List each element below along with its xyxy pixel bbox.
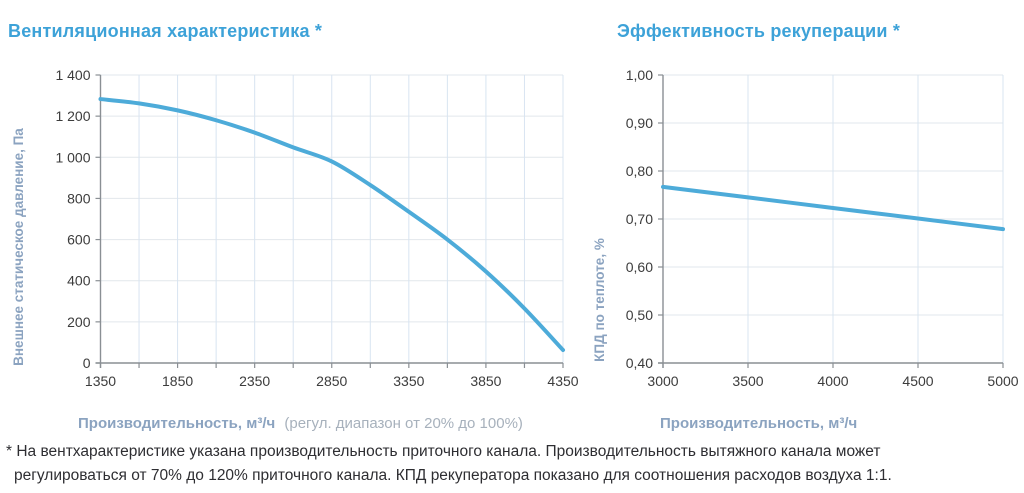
x-tick-label: 3000: [647, 373, 678, 389]
y-tick-label: 1 200: [55, 108, 90, 124]
x-tick-label: 1350: [85, 373, 116, 389]
x-tick-label: 4500: [902, 373, 933, 389]
y-tick-label: 1 400: [55, 67, 90, 83]
recovery-chart: 0,40 0,50 0,60 0,70 0,80 0,90 1,00 3000 3500 4000…: [626, 67, 1019, 389]
y-tick-label: 1,00: [626, 67, 653, 83]
y-tick-label: 400: [67, 273, 91, 289]
x-tick-label: 2850: [316, 373, 347, 389]
data-curve: [98, 97, 565, 353]
y-tick-label: 0,50: [626, 307, 653, 323]
recovery-y-axis-label: КПД по теплоте, %: [592, 238, 607, 362]
y-tick-label: 0,90: [626, 115, 653, 131]
ventilation-x-axis-label: Производительность, м³/ч (регул. диапазо…: [78, 415, 523, 432]
footnote-line-2: регулироваться от 70% до 120% приточного…: [14, 467, 892, 484]
y-tick-label: 1 000: [55, 149, 90, 165]
y-tick-label: 0,70: [626, 211, 653, 227]
x-axis-label-main: Производительность, м³/ч: [78, 415, 276, 432]
x-tick-label: 4000: [817, 373, 848, 389]
x-tick-label: 1850: [162, 373, 193, 389]
y-tick-label: 800: [67, 190, 91, 206]
x-tick-label: 2350: [239, 373, 270, 389]
x-tick-label: 5000: [987, 373, 1018, 389]
ventilation-y-axis-label: Внешнее статическое давление, Па: [11, 128, 26, 366]
y-tick-label: 0,80: [626, 163, 653, 179]
y-tick-label: 600: [67, 232, 91, 248]
ventilation-chart: 0 200 400 600 800 1 000 1 200 1 400 1350 1850 2350…: [55, 67, 578, 389]
footnote-line-1: * На вентхарактеристике указана производ…: [6, 443, 881, 460]
y-tick-label: 0: [83, 355, 91, 371]
data-curve: [661, 184, 1005, 232]
x-axis-label-note: (регул. диапазон от 20% до 100%): [284, 415, 523, 432]
x-tick-label: 3350: [393, 373, 424, 389]
ventilation-chart-title: Вентиляционная характеристика *: [8, 21, 323, 41]
x-axis-label-main: Производительность, м³/ч: [660, 415, 858, 432]
x-tick-label: 3500: [732, 373, 763, 389]
y-tick-label: 0,60: [626, 259, 653, 275]
x-tick-label: 3850: [470, 373, 501, 389]
recovery-x-axis-label: Производительность, м³/ч: [660, 415, 857, 432]
y-tick-label: 0,40: [626, 355, 653, 371]
footnote: * На вентхарактеристике указана производ…: [6, 440, 892, 488]
x-tick-label: 4350: [547, 373, 578, 389]
y-tick-label: 200: [67, 314, 91, 330]
recovery-chart-title: Эффективность рекуперации *: [617, 21, 901, 41]
